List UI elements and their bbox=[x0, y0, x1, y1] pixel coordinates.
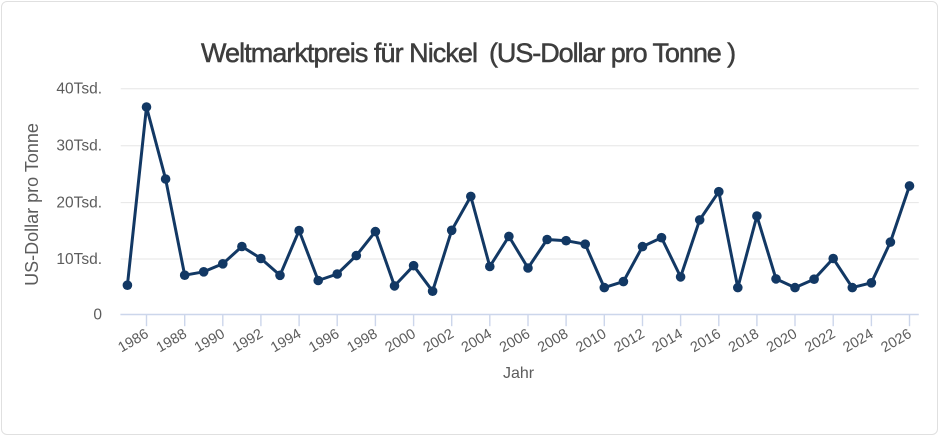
svg-text:2006: 2006 bbox=[497, 326, 533, 356]
svg-text:1990: 1990 bbox=[192, 326, 228, 356]
svg-text:2016: 2016 bbox=[688, 326, 724, 356]
svg-text:10Tsd.: 10Tsd. bbox=[56, 251, 102, 268]
svg-text:1992: 1992 bbox=[230, 326, 266, 356]
svg-text:2026: 2026 bbox=[879, 326, 915, 356]
svg-text:30Tsd.: 30Tsd. bbox=[56, 138, 102, 155]
svg-text:2008: 2008 bbox=[535, 326, 571, 356]
svg-text:2022: 2022 bbox=[802, 326, 838, 356]
svg-text:1996: 1996 bbox=[306, 326, 342, 356]
svg-text:20Tsd.: 20Tsd. bbox=[56, 195, 102, 212]
svg-text:US-Dollar pro Tonne: US-Dollar pro Tonne bbox=[22, 123, 42, 286]
svg-text:2018: 2018 bbox=[726, 326, 762, 356]
svg-text:2000: 2000 bbox=[383, 326, 419, 356]
svg-text:2024: 2024 bbox=[840, 326, 876, 356]
svg-text:1998: 1998 bbox=[344, 326, 380, 356]
svg-text:Weltmarktpreis für Nickel: Weltmarktpreis für Nickel bbox=[201, 38, 477, 68]
svg-text:1988: 1988 bbox=[154, 326, 190, 356]
svg-text:2014: 2014 bbox=[650, 326, 686, 356]
svg-text:Jahr: Jahr bbox=[503, 365, 535, 382]
svg-text:1994: 1994 bbox=[268, 326, 304, 356]
svg-text:1986: 1986 bbox=[116, 326, 152, 356]
svg-text:(US-Dollar pro Tonne ): (US-Dollar pro Tonne ) bbox=[489, 38, 735, 68]
svg-text:0: 0 bbox=[93, 307, 102, 324]
svg-text:2010: 2010 bbox=[573, 326, 609, 356]
svg-text:40Tsd.: 40Tsd. bbox=[56, 81, 102, 98]
svg-text:2002: 2002 bbox=[421, 326, 457, 356]
svg-text:2020: 2020 bbox=[764, 326, 800, 356]
svg-text:2004: 2004 bbox=[459, 326, 495, 356]
svg-text:2012: 2012 bbox=[612, 326, 648, 356]
